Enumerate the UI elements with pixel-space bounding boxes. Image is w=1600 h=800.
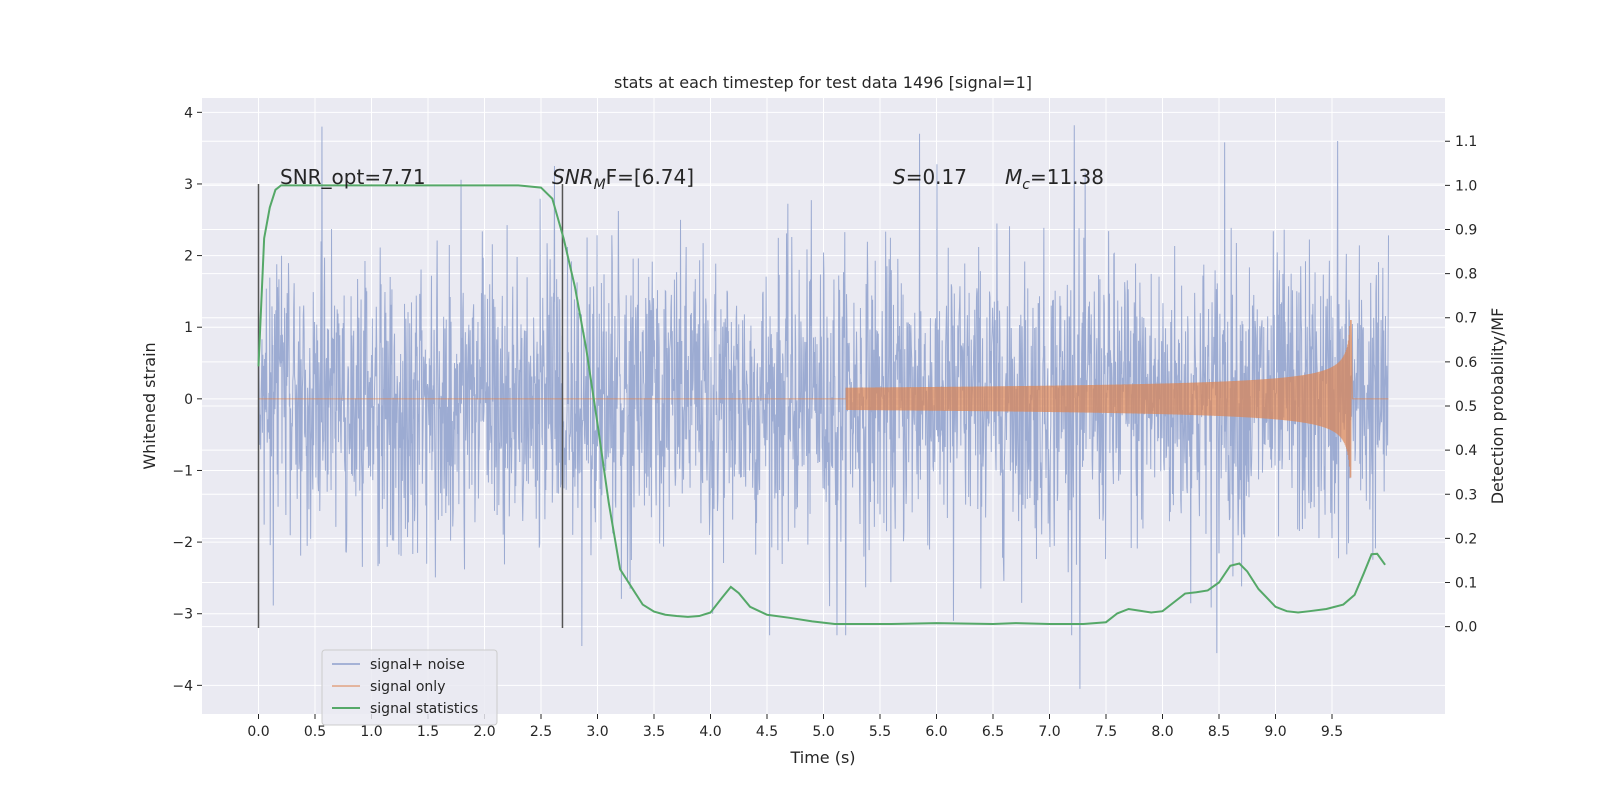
y-right-tick-label: 1.1	[1455, 134, 1477, 150]
x-tick-label: 4.5	[756, 724, 778, 740]
x-tick-label: 5.0	[812, 724, 834, 740]
x-axis-ticks: 0.0 0.5 1.0 1.5 2.0 2.5 3.0 3.5 4.0 4.5 5.0 5.5 6.0 6…	[247, 714, 1343, 740]
y-right-tick-label: 0.8	[1455, 267, 1477, 283]
annotation-snr-opt: SNR_opt=7.71	[280, 165, 426, 189]
x-axis-label: Time (s)	[789, 748, 855, 767]
annotation-spin-rest: =0.17	[906, 165, 967, 189]
x-tick-label: 1.5	[417, 724, 439, 740]
annotation-chirp-mass-base: M	[1005, 165, 1022, 189]
x-tick-label: 3.0	[586, 724, 608, 740]
x-tick-label: 5.5	[869, 724, 891, 740]
annotation-spin: S=0.17	[893, 165, 967, 189]
legend: signal+ noise signal only signal statist…	[321, 649, 498, 726]
annotation-chirp-mass-rest: =11.38	[1030, 165, 1104, 189]
annotation-chirp-mass: Mc=11.38	[1005, 165, 1104, 193]
annotation-snr-mf-sub: M	[594, 177, 606, 193]
x-tick-label: 0.0	[247, 724, 269, 740]
y-left-tick-label: 0	[184, 392, 193, 408]
y-left-tick-label: −4	[172, 678, 193, 694]
y-right-tick-label: 0.9	[1455, 222, 1477, 238]
x-tick-label: 1.0	[360, 724, 382, 740]
x-tick-label: 3.5	[643, 724, 665, 740]
legend-label-signal-statistics: signal statistics	[370, 701, 478, 717]
series-signal-plus-noise	[258, 125, 1389, 689]
y-right-tick-label: 0.5	[1455, 399, 1477, 415]
annotation-snr-mf-base: SNR	[552, 165, 594, 189]
x-tick-label: 9.5	[1321, 724, 1343, 740]
y-right-tick-label: 0.4	[1455, 443, 1477, 459]
series-signal-statistics	[257, 184, 1386, 625]
y-left-tick-label: −2	[172, 535, 193, 551]
y-right-tick-label: 0.7	[1455, 311, 1477, 327]
y-right-tick-label: 1.0	[1455, 178, 1477, 194]
legend-box	[321, 649, 498, 726]
annotation-snr-mf: SNRMF=[6.74]	[552, 165, 694, 193]
y-right-axis-ticks: 1.1 1.0 0.9 0.8 0.7 0.6 0.5 0.4 0.3 0.2 0.1 0.0	[1445, 134, 1477, 636]
y-left-tick-label: 4	[184, 105, 193, 121]
x-tick-label: 7.5	[1095, 724, 1117, 740]
y-left-tick-label: 3	[184, 177, 193, 193]
x-tick-label: 6.0	[925, 724, 947, 740]
y-right-tick-label: 0.2	[1455, 531, 1477, 547]
y-left-tick-label: −3	[172, 607, 193, 623]
x-tick-label: 2.0	[473, 724, 495, 740]
x-tick-label: 8.0	[1151, 724, 1173, 740]
x-tick-label: 7.0	[1038, 724, 1060, 740]
vertical-markers	[257, 183, 564, 629]
x-tick-label: 8.5	[1208, 724, 1230, 740]
x-tick-label: 9.0	[1264, 724, 1286, 740]
series-signal-only	[258, 320, 1389, 478]
x-tick-label: 4.0	[699, 724, 721, 740]
y-right-tick-label: 0.3	[1455, 487, 1477, 503]
y-left-tick-label: −1	[172, 463, 193, 479]
y-right-tick-label: 0.1	[1455, 576, 1477, 592]
annotation-snr-mf-rest: F=[6.74]	[606, 165, 694, 189]
annotation-chirp-mass-sub: c	[1022, 177, 1030, 193]
y-right-axis-label: Detection probability/MF	[1488, 308, 1507, 505]
annotation-spin-var: S	[893, 165, 906, 189]
y-left-axis-ticks: 4 3 2 1 0 −1 −2 −3 −4	[172, 105, 202, 694]
y-right-tick-label: 0.6	[1455, 355, 1477, 371]
x-tick-label: 0.5	[304, 724, 326, 740]
y-left-axis-label: Whitened strain	[140, 342, 159, 469]
y-right-tick-label: 0.0	[1455, 620, 1477, 636]
legend-label-signal-only: signal only	[370, 679, 445, 695]
x-tick-label: 2.5	[530, 724, 552, 740]
y-left-tick-label: 2	[184, 249, 193, 265]
y-left-tick-label: 1	[184, 320, 193, 336]
chart-title: stats at each timestep for test data 149…	[614, 73, 1032, 92]
x-tick-label: 6.5	[982, 724, 1004, 740]
legend-label-signal-plus-noise: signal+ noise	[370, 657, 465, 673]
